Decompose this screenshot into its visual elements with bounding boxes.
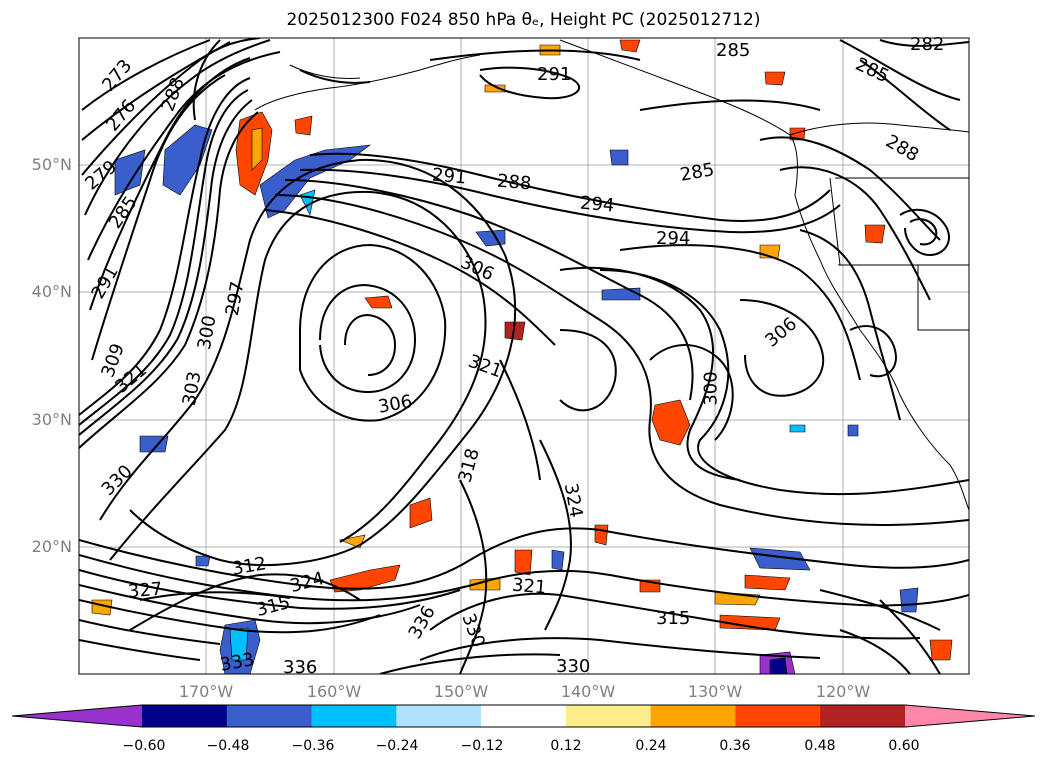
contour-label: 321 xyxy=(511,574,548,599)
contour-label: 294 xyxy=(579,192,616,217)
colorbar-tick-label: 0.12 xyxy=(550,738,582,754)
contour-label: 291 xyxy=(537,64,572,85)
lat-label: 50°N xyxy=(31,155,72,174)
colorbar xyxy=(11,704,1036,728)
colorbar-tick-label: 0.36 xyxy=(719,738,751,754)
lat-label: 20°N xyxy=(31,537,72,556)
colorbar-extend-low xyxy=(12,705,142,727)
colorbar-tick-label: 0.60 xyxy=(888,738,920,754)
lon-label: 150°W xyxy=(433,682,489,701)
lon-label: 170°W xyxy=(178,682,234,701)
colorbar-segment xyxy=(650,705,736,727)
contour-label: 282 xyxy=(910,34,945,55)
contour-label: 288 xyxy=(496,170,533,195)
theta-e-contours xyxy=(79,38,969,674)
colorbar-tick-label: −0.24 xyxy=(375,738,419,754)
lat-label: 30°N xyxy=(31,410,72,429)
gridlines xyxy=(79,38,969,674)
colorbar-tick-label: −0.48 xyxy=(206,738,250,754)
coastlines xyxy=(254,39,969,511)
colorbar-segment xyxy=(396,705,482,727)
contour-label: 330 xyxy=(556,656,591,677)
contour-label: 327 xyxy=(127,578,164,603)
colorbar-tick-label: −0.36 xyxy=(291,738,335,754)
lon-label: 130°W xyxy=(687,682,743,701)
lon-label: 160°W xyxy=(306,682,362,701)
lon-label: 120°W xyxy=(815,682,871,701)
contour-label: 291 xyxy=(431,164,468,189)
contour-label: 336 xyxy=(283,657,318,678)
contour-label: 294 xyxy=(656,228,691,249)
lon-label: 140°W xyxy=(560,682,616,701)
lat-label: 40°N xyxy=(31,282,72,301)
colorbar-extend-high xyxy=(905,705,1035,727)
colorbar-segment xyxy=(735,705,821,727)
colorbar-tick-label: −0.60 xyxy=(122,738,166,754)
map-title: 2025012300 F024 850 hPa θₑ, Height PC (2… xyxy=(286,10,761,30)
colorbar-segment xyxy=(226,705,313,727)
colorbar-segment xyxy=(481,705,567,727)
colorbar-tick-label: 0.24 xyxy=(635,738,667,754)
colorbar-tick-label: 0.48 xyxy=(804,738,836,754)
colorbar-segment xyxy=(820,705,906,727)
colorbar-segment xyxy=(565,705,652,727)
colorbar-segment xyxy=(142,705,228,727)
colorbar-outline xyxy=(11,704,1036,728)
contour-label: 315 xyxy=(656,608,691,629)
colorbar-tick-label: −0.12 xyxy=(460,738,504,754)
contour-label: 285 xyxy=(716,40,751,61)
colorbar-segment xyxy=(311,705,397,727)
contour-label: 300 xyxy=(700,371,722,406)
